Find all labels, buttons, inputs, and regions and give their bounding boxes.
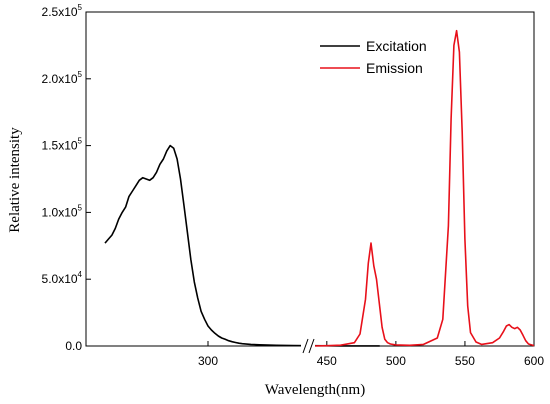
y-tick-label: 1.5x105 (42, 137, 83, 153)
series-layer (104, 29, 535, 347)
y-tick-label: 2.5x105 (42, 3, 83, 19)
x-tick-label: 600 (524, 354, 544, 368)
axis-break (301, 338, 315, 354)
legend: Excitation Emission (320, 38, 427, 76)
x-tick-label: 450 (317, 354, 337, 368)
y-tick-label: 5.0x104 (42, 270, 83, 286)
y-tick-label: 1.0x105 (42, 203, 83, 219)
y-axis: 0.0 5.0x104 1.0x105 1.5x105 2.0x105 2.5x105 (42, 3, 91, 353)
legend-label-excitation: Excitation (366, 38, 427, 54)
x-tick-label: 550 (455, 354, 475, 368)
y-tick-label: 2.0x105 (42, 70, 83, 86)
x-tick-label: 500 (386, 354, 406, 368)
axis-break-mark (308, 338, 315, 354)
x-axis-title: Wavelength(nm) (265, 382, 365, 398)
series-line-emission (312, 29, 535, 347)
y-axis-title: Relative intensity (7, 127, 23, 233)
y-tick-label: 0.0 (65, 339, 82, 353)
x-tick-label: 300 (198, 354, 218, 368)
series-line-excitation (104, 144, 380, 347)
axis-break-mark (302, 338, 309, 354)
legend-label-emission: Emission (366, 60, 423, 76)
x-axis: 300 450 500 550 600 (198, 341, 544, 368)
